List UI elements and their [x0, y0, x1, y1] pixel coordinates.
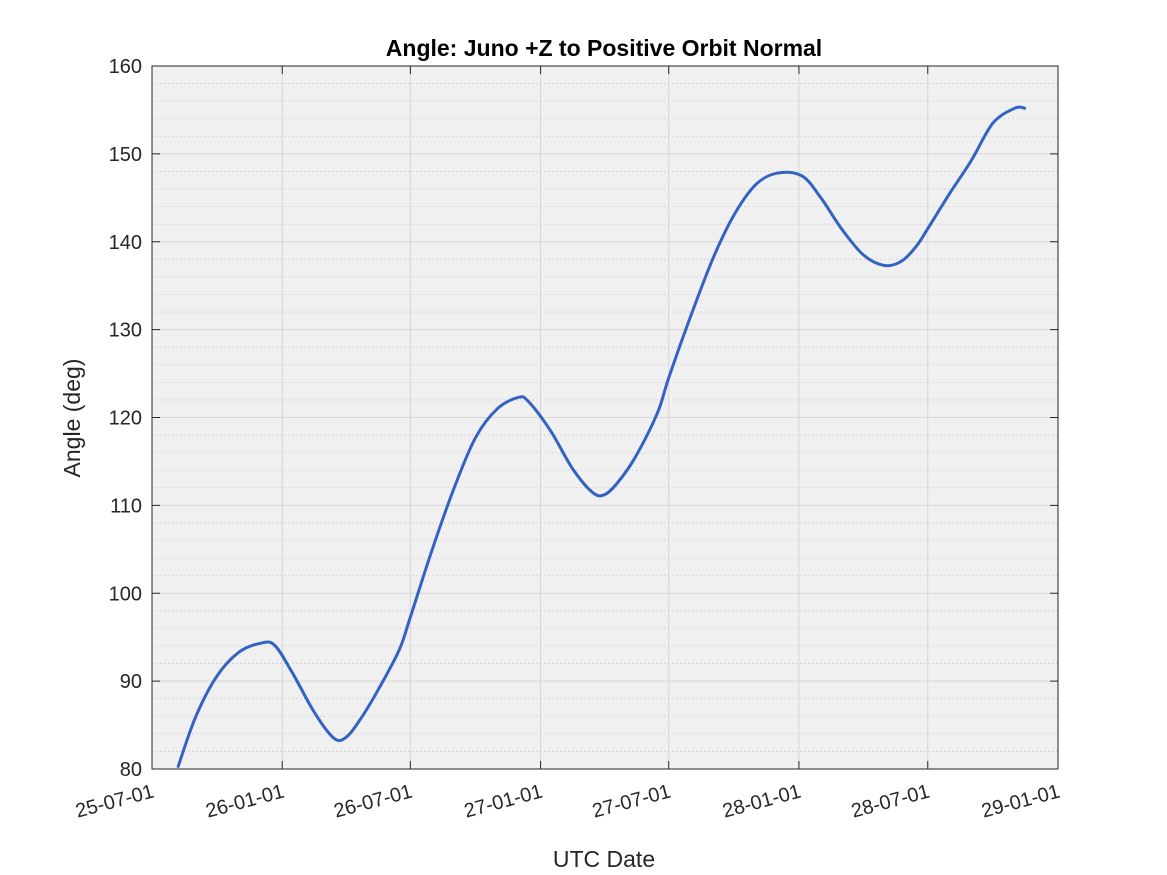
x-tick-label: 26-07-01: [332, 781, 415, 823]
x-tick-labels: 25-07-01 26-01-01 26-07-01 27-01-01 27-07-01…: [73, 781, 1062, 823]
series-layer: [176, 105, 1027, 768]
y-axis-title: Angle (deg): [59, 359, 85, 478]
y-tick-label: 120: [109, 408, 142, 430]
x-tick-label: 29-01-01: [979, 781, 1062, 823]
y-tick-label: 140: [109, 232, 142, 254]
y-tick-label: 100: [109, 583, 142, 605]
y-tick-label: 80: [120, 759, 142, 781]
axis-ticks: [151, 65, 1059, 770]
x-tick-label: 28-01-01: [720, 781, 803, 823]
minor-grid: [152, 83, 1058, 752]
y-tick-label: 90: [120, 671, 142, 693]
x-tick-label: 27-07-01: [590, 781, 673, 823]
x-tick-label: 28-07-01: [849, 781, 932, 823]
x-tick-label: 27-01-01: [462, 781, 545, 823]
y-tick-label: 130: [109, 320, 142, 342]
y-tick-label: 160: [109, 56, 142, 78]
y-tick-labels: 80 90 100 110 120 130 140 150 160: [109, 56, 142, 781]
x-tick-label: 25-07-01: [73, 781, 156, 823]
series-line: [176, 105, 1027, 768]
chart-title: Angle: Juno +Z to Positive Orbit Normal: [386, 35, 822, 61]
y-tick-label: 150: [109, 144, 142, 166]
x-tick-label: 26-01-01: [204, 781, 287, 823]
y-tick-label: 110: [110, 495, 142, 517]
x-axis-title: UTC Date: [553, 846, 655, 872]
